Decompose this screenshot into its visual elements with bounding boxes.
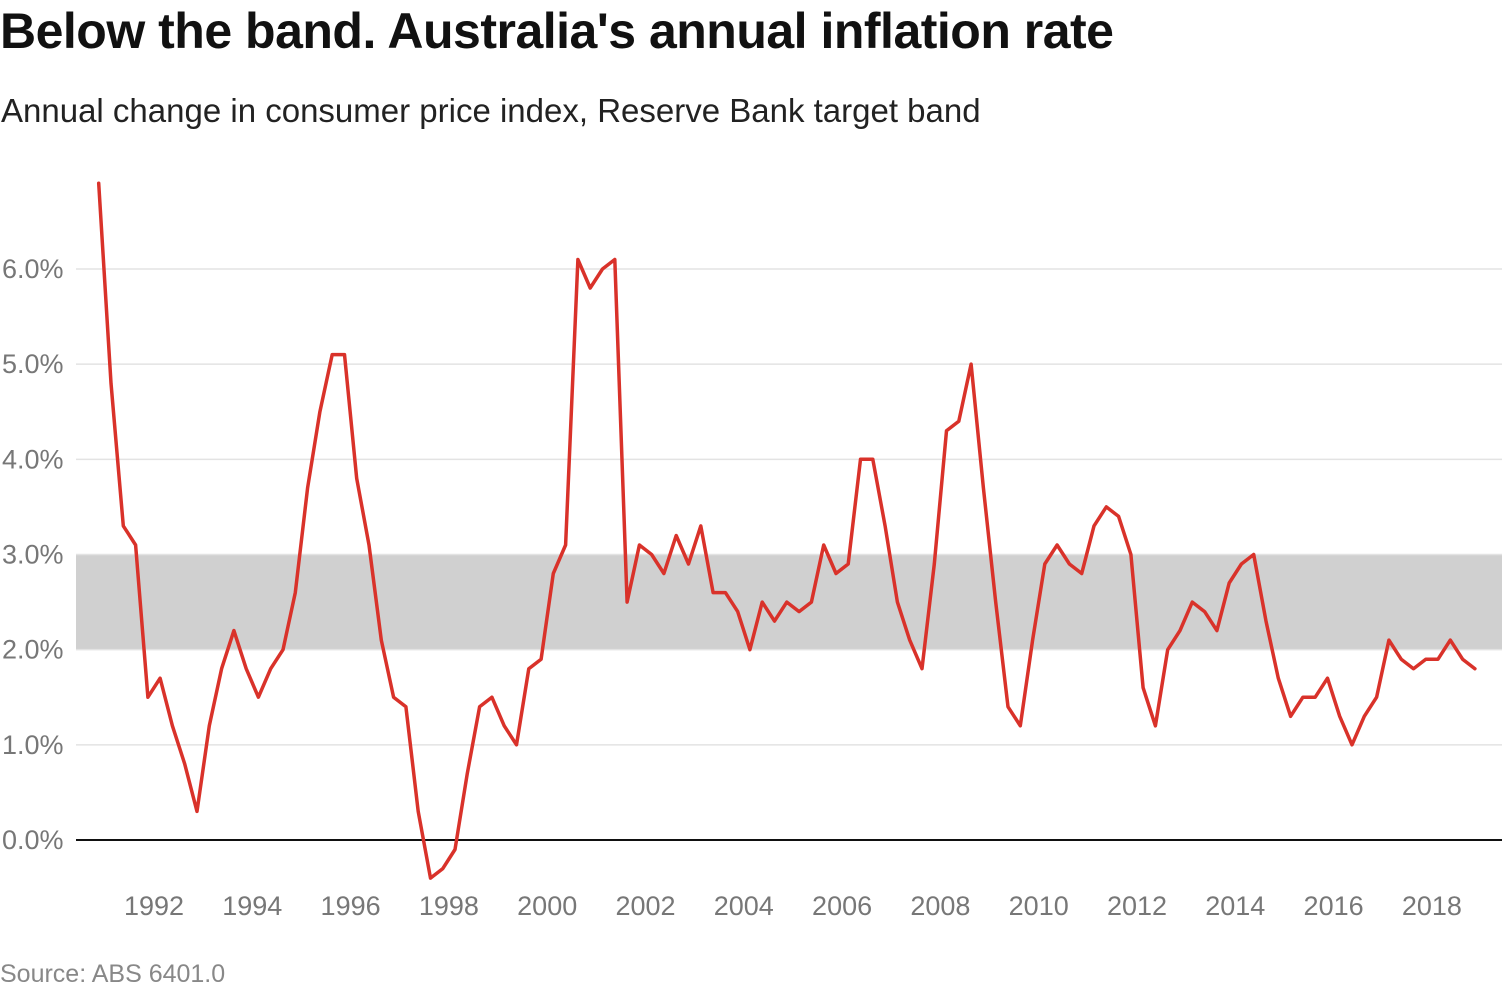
y-tick-label: 5.0% [2, 349, 64, 379]
chart-source: Source: ABS 6401.0 [0, 960, 226, 988]
x-tick-label: 2016 [1304, 891, 1364, 921]
y-tick-label: 4.0% [2, 444, 64, 474]
x-tick-label: 2002 [615, 891, 675, 921]
x-tick-label: 1996 [321, 891, 381, 921]
x-tick-label: 2006 [812, 891, 872, 921]
x-tick-label: 2004 [714, 891, 774, 921]
x-tick-label: 1998 [419, 891, 479, 921]
x-tick-label: 2014 [1205, 891, 1265, 921]
x-tick-label: 2018 [1402, 891, 1462, 921]
chart-subtitle: Annual change in consumer price index, R… [1, 92, 981, 129]
chart-title: Below the band. Australia's annual infla… [0, 3, 1114, 59]
y-tick-label: 1.0% [2, 730, 64, 760]
x-tick-label: 1994 [222, 891, 282, 921]
y-tick-label: 0.0% [2, 825, 64, 855]
y-tick-label: 6.0% [2, 254, 64, 284]
x-tick-label: 2012 [1107, 891, 1167, 921]
y-tick-label: 3.0% [2, 539, 64, 569]
x-tick-label: 2010 [1009, 891, 1069, 921]
x-tick-label: 2000 [517, 891, 577, 921]
inflation-series-line [96, 181, 1477, 880]
x-tick-label: 1992 [124, 891, 184, 921]
y-tick-label: 2.0% [2, 635, 64, 665]
x-tick-label: 2008 [910, 891, 970, 921]
